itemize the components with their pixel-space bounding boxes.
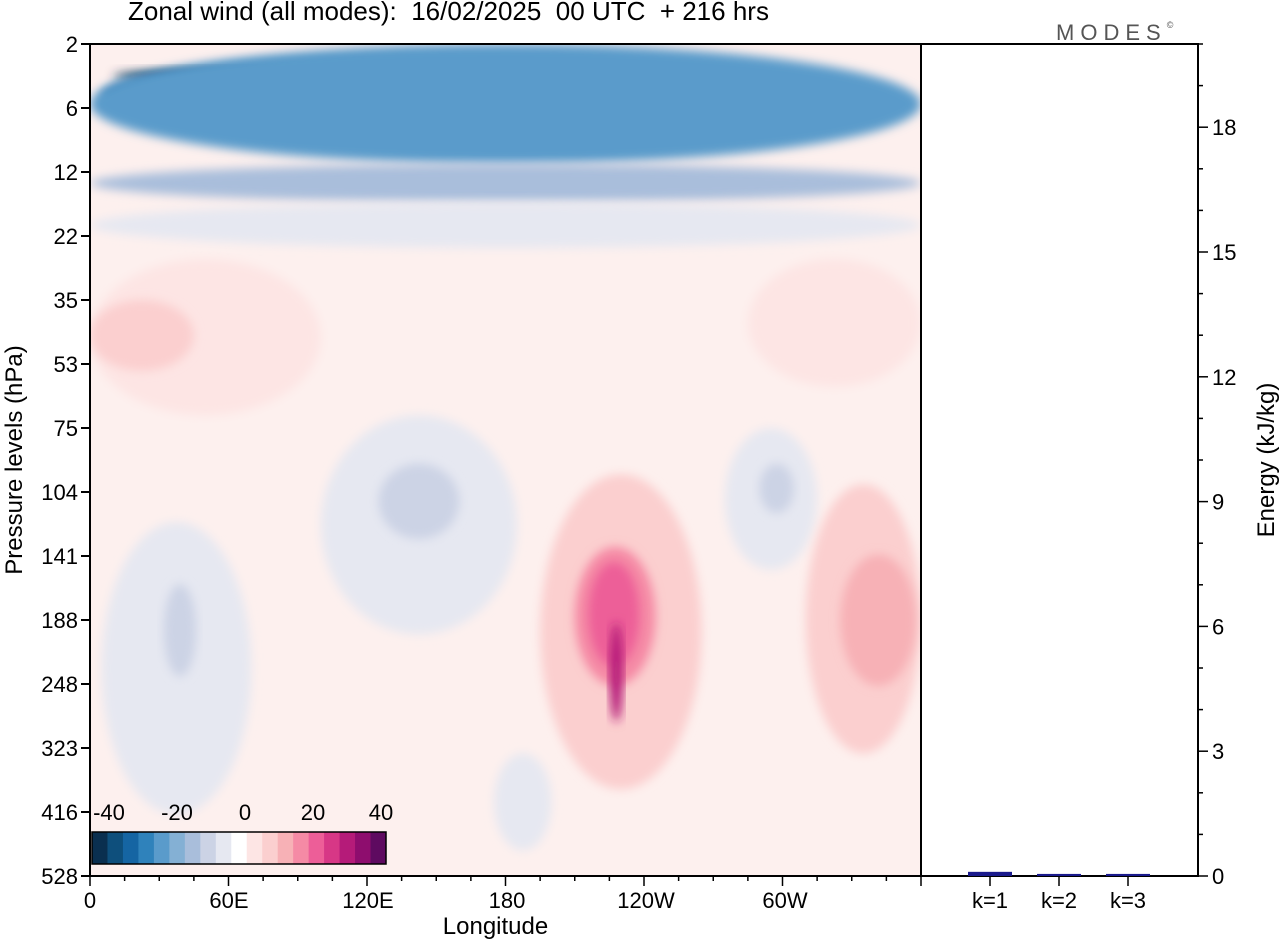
colorbar-frame: [91, 831, 387, 865]
y-tick-label: 2: [66, 32, 78, 57]
colorbar-swatch: [184, 832, 201, 864]
colorbar-swatch: [92, 832, 108, 864]
y-tick-label: 35: [54, 288, 78, 313]
colorbar-swatch: [231, 832, 248, 864]
colorbar-swatch: [169, 832, 186, 864]
energy-bar: [968, 871, 1012, 876]
colorbar-swatch: [215, 832, 232, 864]
energy-category-label: k=2: [1041, 888, 1077, 913]
energy-tick-label: 6: [1212, 614, 1224, 639]
colorbar-tick-label: 20: [301, 800, 325, 825]
x-axis-title: Longitude: [443, 913, 548, 940]
logo-text: MODES: [1056, 20, 1167, 45]
x-tick-label: 120W: [617, 888, 675, 913]
colorbar-swatch: [138, 832, 155, 864]
colorbar-swatch: [153, 832, 170, 864]
y-tick-label: 141: [41, 544, 78, 569]
energy-tick-label: 0: [1212, 864, 1224, 889]
colorbar-swatch: [293, 832, 310, 864]
colorbar-swatch: [277, 832, 294, 864]
colorbar-tick-label: 40: [369, 800, 393, 825]
logo-copyright-mark: ©: [1166, 20, 1174, 30]
chart-title: Zonal wind (all modes): 16/02/2025 00 UT…: [128, 0, 769, 26]
modes-logo: MODES©: [1056, 20, 1173, 46]
energy-category-label: k=3: [1110, 888, 1146, 913]
x-tick-label: 60W: [762, 888, 807, 913]
y-tick-label: 12: [54, 160, 78, 185]
colorbar-tick-label: 0: [239, 800, 251, 825]
energy-tick-label: 15: [1212, 240, 1236, 265]
x-tick-label: 180: [489, 888, 526, 913]
colorbar-swatch: [370, 832, 387, 864]
colorbar-tick-label: -40: [93, 800, 125, 825]
colorbar-swatch: [308, 832, 325, 864]
x-tick-label: 120E: [342, 888, 393, 913]
energy-tick-label: 9: [1212, 490, 1224, 515]
y-tick-label: 53: [54, 352, 78, 377]
x-tick-label: 0: [84, 888, 96, 913]
colorbar-swatch: [200, 832, 217, 864]
colorbar-tick-label: -20: [161, 800, 193, 825]
colorbar-swatch: [107, 832, 124, 864]
contour-region: [493, 753, 552, 851]
contour-region: [90, 44, 921, 164]
y-tick-label: 104: [41, 480, 78, 505]
colorbar-swatch: [246, 832, 263, 864]
y-tick-label: 75: [54, 416, 78, 441]
y-tick-label: 248: [41, 672, 78, 697]
contour-region: [90, 163, 921, 203]
y-tick-label: 6: [66, 96, 78, 121]
energy-panel: 0 3 6 9 12 15 18 Energy (kJ/kg) k=1 k=2 k=3: [920, 43, 1280, 913]
colorbar: -40 -20 0 20 40: [91, 800, 393, 865]
x-tick-label: 60E: [209, 888, 248, 913]
colorbar-swatch: [262, 832, 279, 864]
contour-field: [90, 44, 921, 876]
y-tick-label: 323: [41, 736, 78, 761]
energy-category-label: k=1: [972, 888, 1008, 913]
y-tick-label: 416: [41, 800, 78, 825]
colorbar-swatch: [122, 832, 139, 864]
energy-bar: [1106, 873, 1150, 876]
energy-bar: [1037, 873, 1081, 876]
contour-region: [90, 259, 321, 416]
energy-frame: [920, 43, 1199, 877]
contour-region: [609, 622, 624, 722]
contour-region: [90, 300, 194, 371]
colorbar-swatch: [355, 832, 372, 864]
contour-region: [840, 554, 917, 686]
contour-region: [163, 584, 197, 677]
contour-region: [759, 463, 795, 514]
energy-tick-label: 3: [1212, 739, 1224, 764]
colorbar-swatch: [324, 832, 341, 864]
y-tick-label: 22: [54, 224, 78, 249]
contour-region: [378, 463, 460, 539]
colorbar-swatch: [339, 832, 356, 864]
y-tick-label: 528: [41, 864, 78, 889]
energy-tick-label: 12: [1212, 365, 1236, 390]
energy-tick-label: 18: [1212, 115, 1236, 140]
y-axis-title: Pressure levels (hPa): [1, 345, 28, 574]
contour-region: [588, 562, 640, 667]
contour-region: [747, 259, 921, 387]
energy-axis-title: Energy (kJ/kg): [1253, 383, 1280, 538]
y-tick-label: 188: [41, 608, 78, 633]
contour-region: [90, 202, 921, 248]
